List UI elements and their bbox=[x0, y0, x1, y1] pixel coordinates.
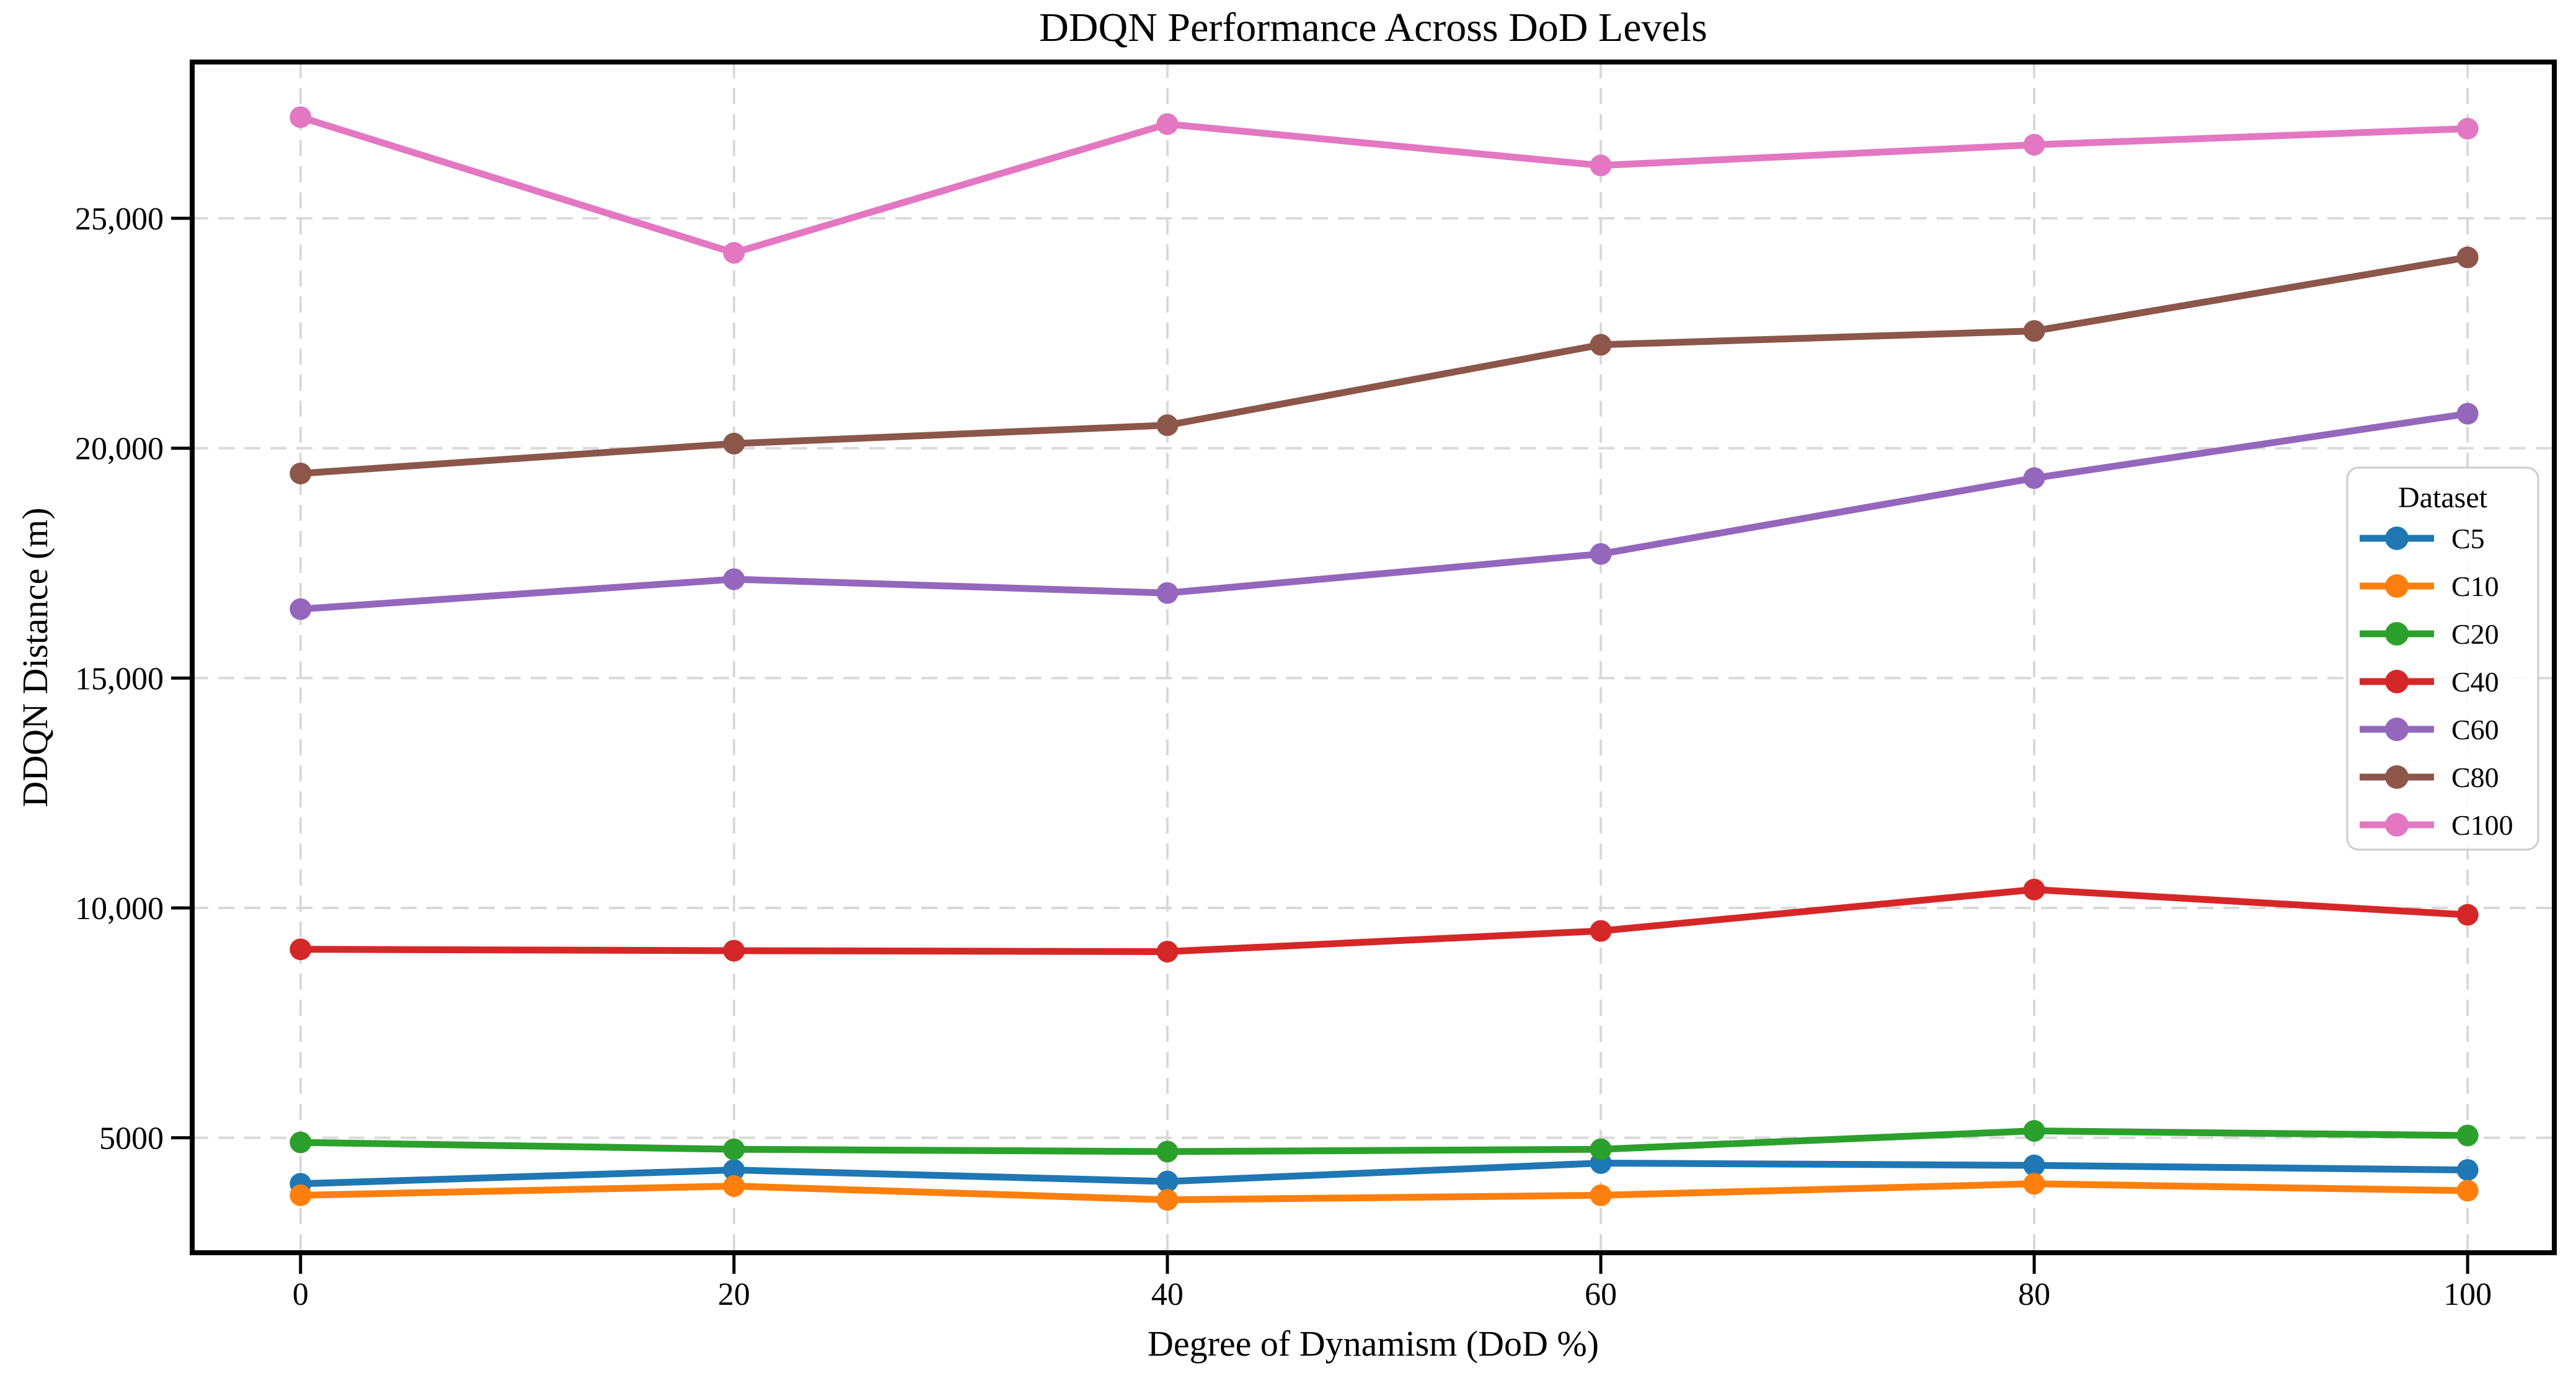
data-point bbox=[723, 432, 745, 455]
data-point bbox=[290, 1184, 312, 1206]
legend-item-label: C60 bbox=[2451, 714, 2499, 745]
data-point bbox=[2023, 1154, 2045, 1176]
legend-title: Dataset bbox=[2398, 481, 2488, 514]
data-point bbox=[1156, 582, 1179, 604]
x-tick-label: 20 bbox=[718, 1277, 750, 1312]
legend-item-C60: C60 bbox=[2360, 714, 2499, 745]
data-point bbox=[1156, 1170, 1179, 1193]
data-point bbox=[2456, 117, 2479, 140]
data-point bbox=[2456, 1159, 2479, 1181]
data-point bbox=[290, 462, 312, 484]
data-point bbox=[1590, 1138, 1612, 1160]
legend-swatch-marker bbox=[2385, 813, 2409, 837]
data-point bbox=[1156, 940, 1179, 962]
legend-swatch-marker bbox=[2385, 622, 2409, 646]
legend-swatch-marker bbox=[2385, 670, 2409, 693]
data-point bbox=[2456, 904, 2479, 926]
series-line bbox=[297, 1127, 2471, 1155]
data-point bbox=[1156, 414, 1179, 437]
data-point bbox=[2023, 133, 2045, 156]
data-point bbox=[723, 1175, 745, 1198]
chart-title: DDQN Performance Across DoD Levels bbox=[1039, 5, 1707, 50]
data-point bbox=[1156, 1140, 1179, 1163]
legend-item-label: C100 bbox=[2451, 809, 2513, 841]
y-tick-label: 5000 bbox=[99, 1121, 164, 1157]
legend-swatch-marker bbox=[2385, 765, 2409, 789]
legend-swatch-marker bbox=[2385, 527, 2409, 550]
data-point bbox=[1590, 920, 1612, 942]
data-point bbox=[1590, 334, 1612, 356]
series-line bbox=[297, 1159, 2471, 1188]
data-point bbox=[290, 1131, 312, 1154]
x-axis-label: Degree of Dynamism (DoD %) bbox=[1148, 1323, 1599, 1364]
data-point bbox=[723, 1159, 745, 1181]
data-point bbox=[2023, 320, 2045, 342]
series-C10 bbox=[290, 1173, 2479, 1211]
series-C60 bbox=[290, 402, 2479, 620]
y-axis-label: DDQN Distance (m) bbox=[15, 507, 55, 807]
data-point bbox=[290, 938, 312, 961]
data-point bbox=[1590, 154, 1612, 177]
series-line bbox=[297, 113, 2471, 257]
series-line bbox=[297, 886, 2471, 955]
y-tick-label: 15,000 bbox=[75, 661, 164, 696]
data-point bbox=[723, 940, 745, 962]
legend-item-C80: C80 bbox=[2360, 762, 2499, 793]
data-point bbox=[2456, 402, 2479, 425]
legend-swatch-marker bbox=[2385, 574, 2409, 598]
y-tick-label: 20,000 bbox=[75, 432, 164, 467]
x-tick-label: 100 bbox=[2443, 1277, 2492, 1312]
data-point bbox=[290, 598, 312, 620]
data-point bbox=[290, 106, 312, 128]
legend-item-C20: C20 bbox=[2360, 618, 2499, 650]
data-point bbox=[723, 242, 745, 264]
series-C40 bbox=[290, 878, 2479, 962]
grid-layer bbox=[192, 62, 2554, 1253]
legend-item-label: C5 bbox=[2451, 523, 2485, 554]
legend-item-C5: C5 bbox=[2360, 523, 2485, 554]
data-point bbox=[2023, 878, 2045, 900]
data-point bbox=[1590, 543, 1612, 565]
legend-item-C100: C100 bbox=[2360, 809, 2513, 841]
data-point bbox=[2456, 1180, 2479, 1202]
series-C20 bbox=[290, 1120, 2479, 1163]
legend-item-label: C10 bbox=[2451, 571, 2499, 602]
data-point bbox=[2023, 1173, 2045, 1195]
x-tick-label: 40 bbox=[1151, 1277, 1184, 1312]
series-C100 bbox=[290, 106, 2479, 264]
legend: Dataset C5 C10 C20 C40 C60 C80 C100 bbox=[2346, 466, 2539, 851]
data-point bbox=[723, 1138, 745, 1160]
series-line bbox=[297, 410, 2471, 613]
data-point bbox=[1156, 1189, 1179, 1211]
series-line bbox=[297, 254, 2471, 477]
series-line bbox=[297, 1180, 2471, 1204]
data-point bbox=[2456, 1124, 2479, 1147]
x-tick-label: 0 bbox=[293, 1277, 309, 1312]
x-tick-label: 80 bbox=[2018, 1277, 2050, 1312]
legend-item-label: C80 bbox=[2451, 762, 2499, 793]
plot-border bbox=[190, 60, 2557, 1255]
data-point bbox=[723, 568, 745, 590]
data-point bbox=[2456, 246, 2479, 269]
data-point bbox=[1156, 113, 1179, 135]
data-point bbox=[1590, 1184, 1612, 1206]
series-C80 bbox=[290, 246, 2479, 484]
legend-box bbox=[2346, 466, 2539, 851]
y-tick-label: 25,000 bbox=[75, 202, 164, 237]
legend-item-C40: C40 bbox=[2360, 666, 2499, 698]
legend-item-C10: C10 bbox=[2360, 571, 2499, 602]
axis-layer: 0 20 40 60 80 100 5000 10,000 15,000 20,000 25,000 bbox=[75, 60, 2557, 1312]
x-tick-label: 60 bbox=[1585, 1277, 1617, 1312]
y-tick-label: 10,000 bbox=[75, 891, 164, 927]
series-layer bbox=[290, 106, 2479, 1211]
legend-swatch-marker bbox=[2385, 718, 2409, 741]
legend-item-label: C40 bbox=[2451, 666, 2499, 698]
legend-item-label: C20 bbox=[2451, 618, 2499, 650]
data-point bbox=[2023, 1120, 2045, 1142]
data-point bbox=[2023, 467, 2045, 489]
